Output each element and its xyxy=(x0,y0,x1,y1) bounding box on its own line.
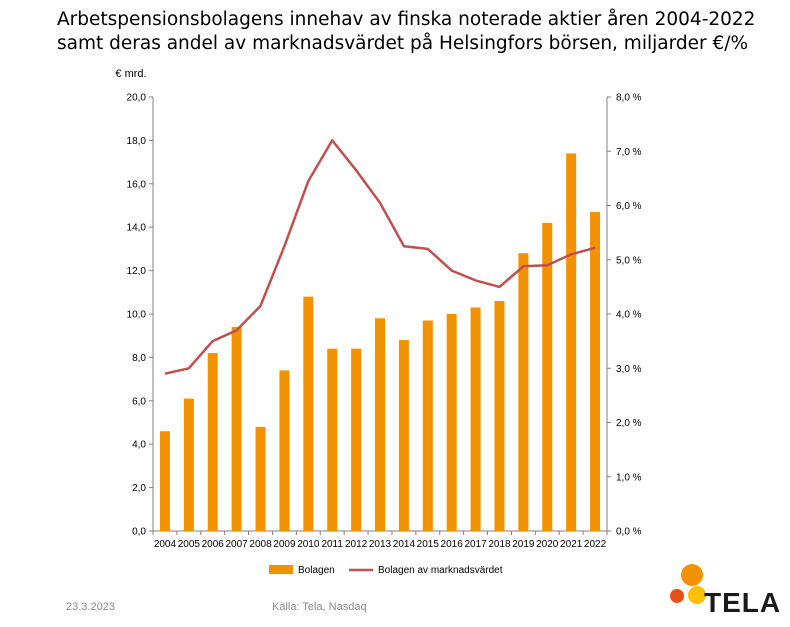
logo-dot-top xyxy=(681,564,703,586)
x-tick-label: 2018 xyxy=(488,539,511,550)
legend-swatch-bolagen xyxy=(269,565,293,574)
y-tick-label-left: 4,0 xyxy=(132,440,146,451)
y-tick-label-left: 0,0 xyxy=(132,527,146,538)
bar-2021 xyxy=(566,153,577,532)
tela-logo-mark xyxy=(670,564,706,604)
x-tick-label: 2014 xyxy=(393,539,416,550)
bar-2020 xyxy=(542,222,553,532)
bar-2019 xyxy=(518,253,529,532)
y-tick-label-left: 20,0 xyxy=(127,93,147,104)
x-tick-label: 2012 xyxy=(345,539,368,550)
bar-2008 xyxy=(255,426,266,531)
logo-dot-left xyxy=(670,589,684,603)
x-tick-label: 2011 xyxy=(321,539,343,550)
y-tick-label-right: 8,0 % xyxy=(616,93,642,104)
footer-date: 23.3.2023 xyxy=(66,601,115,613)
y-tick-label-right: 5,0 % xyxy=(616,255,642,266)
bar-2015 xyxy=(422,320,433,531)
bar-2007 xyxy=(231,327,242,531)
chart-title-line-1: Arbetspensionsbolagens innehav av finska… xyxy=(57,9,756,30)
y-tick-label-left: 12,0 xyxy=(127,266,147,277)
y-tick-label-left: 14,0 xyxy=(127,223,147,234)
y-tick-label-left: 8,0 xyxy=(132,353,146,364)
bar-2004 xyxy=(159,431,170,531)
y-tick-label-right: 7,0 % xyxy=(616,147,642,158)
y-tick-label-left: 16,0 xyxy=(127,179,147,190)
y-tick-label-right: 2,0 % xyxy=(616,418,642,429)
y-tick-label-left: 10,0 xyxy=(127,310,147,321)
bar-2014 xyxy=(398,340,409,531)
y-tick-label-right: 0,0 % xyxy=(616,527,642,538)
tela-logo: TELA xyxy=(664,560,782,622)
bar-2009 xyxy=(279,370,290,531)
x-tick-label: 2007 xyxy=(226,539,249,550)
footer-source: Källa: Tela, Nasdaq xyxy=(272,601,367,613)
chart-title-line-2: samt deras andel av marknadsvärdet på He… xyxy=(57,33,749,54)
x-tick-label: 2009 xyxy=(273,539,296,550)
legend-label-bolagen: Bolagen xyxy=(298,565,335,576)
legend-label-marknadsvardet: Bolagen av marknadsvärdet xyxy=(378,565,503,576)
y-tick-label-left: 2,0 xyxy=(132,483,146,494)
x-tick-label: 2016 xyxy=(441,539,464,550)
x-tick-label: 2004 xyxy=(154,539,177,550)
bar-2006 xyxy=(207,353,218,531)
y-tick-label-left: 6,0 xyxy=(132,396,146,407)
y-tick-label-left: 18,0 xyxy=(127,136,147,147)
x-tick-label: 2022 xyxy=(584,539,607,550)
bar-2018 xyxy=(494,300,505,531)
y-tick-label-right: 6,0 % xyxy=(616,201,642,212)
x-tick-label: 2008 xyxy=(249,539,272,550)
x-tick-label: 2019 xyxy=(512,539,535,550)
bar-2011 xyxy=(327,348,338,531)
x-tick-label: 2021 xyxy=(560,539,583,550)
logo-dot-right xyxy=(688,586,706,604)
bar-2017 xyxy=(470,307,481,531)
y-tick-label-right: 1,0 % xyxy=(616,472,642,483)
x-tick-label: 2020 xyxy=(536,539,559,550)
y-tick-label-right: 3,0 % xyxy=(616,364,642,375)
x-tick-label: 2013 xyxy=(369,539,392,550)
y-tick-label-right: 4,0 % xyxy=(616,310,642,321)
x-tick-label: 2006 xyxy=(202,539,225,550)
y-axis-unit-label: € mrd. xyxy=(115,68,146,80)
bar-2013 xyxy=(375,318,385,531)
bar-2010 xyxy=(303,296,314,531)
bar-2005 xyxy=(183,398,194,531)
logo-text: TELA xyxy=(704,587,782,618)
bar-2016 xyxy=(446,314,457,531)
x-tick-label: 2017 xyxy=(464,539,487,550)
x-tick-label: 2015 xyxy=(417,539,440,550)
bar-2012 xyxy=(351,348,362,531)
x-tick-label: 2005 xyxy=(178,539,201,550)
line-series-marknadsvardet xyxy=(164,139,596,375)
x-tick-label: 2010 xyxy=(297,539,320,550)
bar-2022 xyxy=(590,212,601,531)
chart-title: Arbetspensionsbolagens innehav av finska… xyxy=(57,8,777,56)
